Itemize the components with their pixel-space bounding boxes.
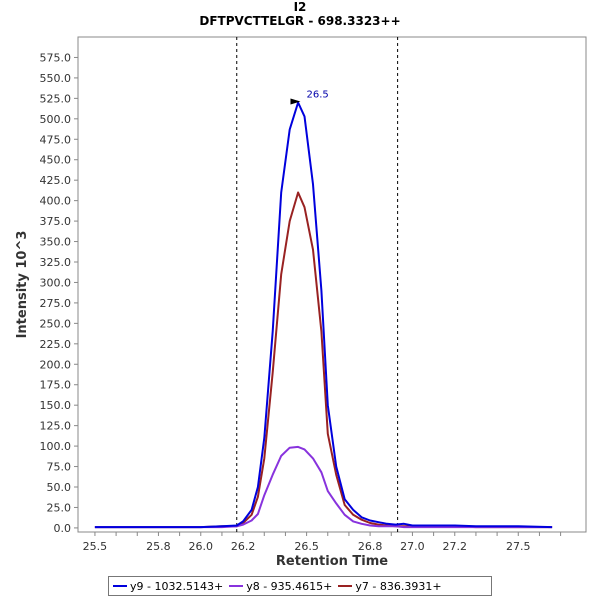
y-tick-label: 150.0 — [40, 399, 72, 412]
y-tick-label: 225.0 — [40, 338, 72, 351]
y-tick-label: 450.0 — [40, 154, 72, 167]
y-tick-label: 100.0 — [40, 440, 72, 453]
y-tick-label: 50.0 — [47, 481, 72, 494]
x-tick-label: 27.2 — [443, 540, 468, 553]
y-tick-label: 425.0 — [40, 174, 72, 187]
chart-subtitle: DFTPVCTTELGR - 698.3323++ — [199, 14, 401, 28]
y-tick-label: 275.0 — [40, 297, 72, 310]
series-line — [94, 101, 553, 529]
y-tick-label: 550.0 — [40, 72, 72, 85]
legend-item: y7 - 836.3931+ — [338, 579, 442, 593]
legend-label: y7 - 836.3931+ — [355, 579, 442, 593]
y-tick-label: 175.0 — [40, 379, 72, 392]
y-tick-label: 500.0 — [40, 113, 72, 126]
y-tick-label: 400.0 — [40, 195, 72, 208]
y-tick-label: 0.0 — [54, 522, 72, 535]
y-tick-label: 475.0 — [40, 133, 72, 146]
integration-boundaries — [236, 37, 399, 532]
y-tick-label: 200.0 — [40, 358, 72, 371]
legend: y9 - 1032.5143+ y8 - 935.4615+ y7 - 836.39… — [108, 576, 492, 596]
x-tick-label: 26.8 — [358, 540, 383, 553]
peak-label: 26.5 — [306, 89, 328, 100]
legend-swatch — [113, 585, 127, 587]
series-lines — [94, 101, 553, 529]
x-tick-label: 25.8 — [146, 540, 171, 553]
legend-item: y9 - 1032.5143+ — [113, 580, 223, 593]
x-tick-label: 26.5 — [294, 540, 319, 553]
x-tick-label: 27.0 — [400, 540, 425, 553]
chart-title: I2 — [293, 0, 307, 14]
y-tick-label: 375.0 — [40, 215, 72, 228]
y-tick-label: 250.0 — [40, 317, 72, 330]
x-axis: 25.5 25.8 26.0 26.2 26.5 26.8 27.0 27.2 27.5 — [83, 532, 562, 553]
y-axis-label: Intensity 10^3 — [15, 231, 30, 339]
x-tick-label: 27.5 — [506, 540, 531, 553]
y-axis: 0.0 25.0 50.0 75.0 100.0 125.0 150.0 175.0 200.0… — [40, 51, 78, 535]
legend-item: y8 - 935.4615+ — [229, 580, 332, 593]
x-tick-label: 26.0 — [189, 540, 214, 553]
y-tick-label: 300.0 — [40, 276, 72, 289]
y-tick-label: 75.0 — [47, 461, 72, 474]
x-axis-label: Retention Time — [276, 554, 388, 569]
legend-label: y8 - 935.4615+ — [246, 579, 333, 593]
y-tick-label: 125.0 — [40, 420, 72, 433]
legend-label: y9 - 1032.5143+ — [130, 579, 224, 593]
peak-annotation: 26.5 — [290, 89, 329, 105]
peak-arrow-icon — [290, 98, 301, 105]
y-tick-label: 350.0 — [40, 236, 72, 249]
x-tick-label: 25.5 — [83, 540, 108, 553]
y-tick-label: 525.0 — [40, 92, 72, 105]
legend-swatch — [229, 585, 244, 587]
legend-swatch — [338, 585, 353, 587]
x-tick-label: 26.2 — [231, 540, 256, 553]
y-tick-label: 575.0 — [40, 51, 72, 64]
y-tick-label: 325.0 — [40, 256, 72, 269]
y-tick-label: 25.0 — [47, 501, 72, 514]
